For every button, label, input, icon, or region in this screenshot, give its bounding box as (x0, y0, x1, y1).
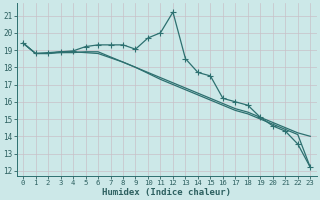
X-axis label: Humidex (Indice chaleur): Humidex (Indice chaleur) (102, 188, 231, 197)
